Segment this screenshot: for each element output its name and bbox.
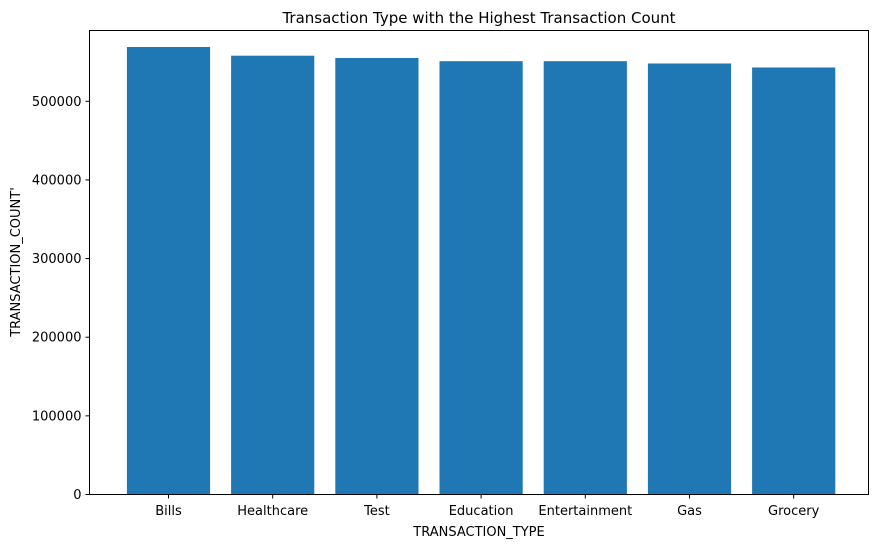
x-tick-label: Education <box>449 504 514 519</box>
bar-entertainment <box>543 61 627 495</box>
plot-area-frame <box>89 30 869 495</box>
x-axis-ticks: Bills Healthcare Test Education Entertainmen… <box>155 494 820 519</box>
x-tick-label: Test <box>363 504 390 519</box>
bars-group <box>126 47 836 495</box>
bar-grocery <box>752 67 836 495</box>
y-tick-label: 500000 <box>32 95 82 110</box>
y-tick-label: 300000 <box>32 252 82 267</box>
y-tick-label: 100000 <box>32 409 82 424</box>
x-tick-label: Entertainment <box>538 504 632 519</box>
bar-gas <box>647 63 732 495</box>
y-tick-label: 200000 <box>32 331 82 346</box>
y-tick-label: 400000 <box>32 173 82 188</box>
x-tick-label: Gas <box>677 504 702 519</box>
bar-test <box>335 58 419 495</box>
x-tick-label: Healthcare <box>237 504 308 519</box>
x-tick-label: Bills <box>155 504 182 519</box>
bar-healthcare <box>231 55 315 495</box>
y-axis-ticks: 0 100000 200000 300000 400000 500000 <box>32 95 90 503</box>
bar-education <box>439 61 523 495</box>
y-axis-label: TRANSACTION_COUNT' <box>9 187 24 338</box>
chart-title: Transaction Type with the Highest Transa… <box>281 9 675 27</box>
x-axis-label: TRANSACTION_TYPE <box>412 525 544 540</box>
y-tick-label: 0 <box>73 488 81 503</box>
x-tick-label: Grocery <box>768 504 820 519</box>
bar-bills <box>126 47 211 495</box>
